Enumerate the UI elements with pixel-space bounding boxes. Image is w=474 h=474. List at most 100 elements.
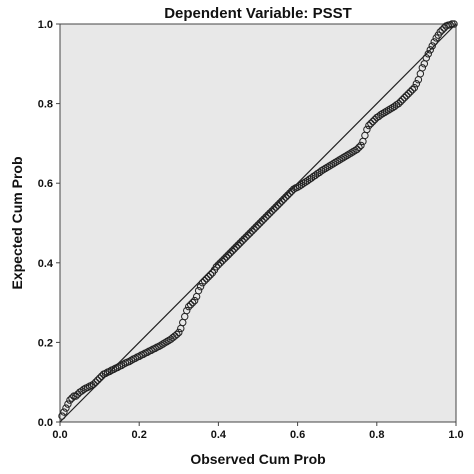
data-point [244,231,252,239]
data-point [151,344,159,353]
data-point [101,369,110,378]
data-point [186,300,195,309]
data-point [400,93,409,102]
data-point [248,227,256,235]
data-point [159,340,167,348]
data-point [386,105,395,113]
data-point [185,302,193,311]
data-point [260,215,268,223]
data-point [224,251,233,259]
data-point [163,337,171,346]
data-point [280,195,288,203]
data-point [365,121,373,130]
data-point [333,157,341,166]
data-point [331,158,339,167]
data-point [327,161,335,169]
data-point [284,191,292,199]
data-point [212,263,221,271]
data-point [230,245,238,253]
data-point [274,201,282,209]
data-point [428,42,436,50]
data-point [238,237,246,245]
data-point [396,97,405,106]
data-point [353,145,361,154]
data-point [58,412,66,420]
data-point [377,111,385,119]
data-point [410,83,419,92]
data-point [254,221,262,229]
data-point [190,296,199,305]
data-point [109,365,118,374]
data-point [175,328,183,337]
y-axis-label: Expected Cum Prob [9,156,25,289]
data-point [206,271,215,279]
data-point [436,28,444,36]
data-point [125,357,134,366]
data-point [418,64,427,72]
x-tick-label: 0.8 [369,429,384,441]
data-point [66,396,74,404]
y-tick-label: 0.6 [38,178,53,190]
data-point [276,199,284,207]
data-point [422,54,430,62]
data-point [234,241,242,249]
data-point [323,163,331,171]
data-point [430,38,438,46]
data-point [272,203,280,211]
data-point [381,108,389,117]
data-point [424,50,432,58]
data-point [398,95,407,104]
data-point [406,87,415,96]
data-point [317,167,326,175]
y-tick-label: 0.4 [38,258,54,270]
data-point [200,277,209,285]
data-point [183,306,191,315]
data-point [147,346,155,355]
data-point [232,243,240,251]
data-point [357,141,365,150]
data-point [325,162,333,170]
data-point [242,233,250,241]
data-point [119,360,128,368]
data-point [202,275,211,283]
data-point [268,207,276,215]
data-point [293,183,302,191]
data-point [450,20,458,28]
data-point [383,107,391,115]
data-point [157,341,165,349]
data-point [240,235,248,243]
data-point [339,154,347,162]
data-point [246,229,254,237]
data-point [258,217,266,225]
data-point [62,404,70,412]
data-point [226,249,234,257]
data-point [321,164,330,173]
data-point [448,20,456,28]
data-point [412,80,421,88]
data-point [345,150,353,158]
data-point [349,148,357,156]
data-point [319,165,328,174]
data-point [285,189,294,197]
data-point [70,392,78,400]
data-point [347,149,355,157]
data-point [379,109,387,118]
data-point [282,193,290,201]
data-point [204,273,213,281]
data-point [214,261,223,269]
data-point [384,106,393,114]
data-point [127,356,135,365]
data-point [335,156,343,164]
data-point [89,380,98,388]
axis-ticks: 0.0 0.2 0.4 0.6 0.8 1.0 0.0 0.2 0.4 0.6 0.8 1.0 [38,19,464,441]
x-tick-label: 1.0 [448,429,463,441]
data-point [196,282,205,291]
reference-line [59,23,457,423]
data-point [252,223,260,231]
data-point [250,225,258,233]
x-axis-label: Observed Cum Prob [190,451,325,467]
data-point [270,205,278,213]
data-point [329,159,337,168]
data-point [173,330,181,339]
